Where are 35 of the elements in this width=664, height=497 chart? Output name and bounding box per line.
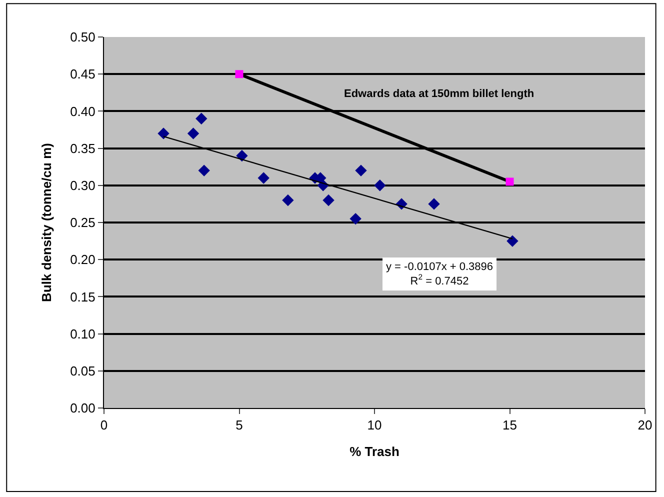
y-tick-label: 0.45	[70, 66, 96, 82]
y-tick-label: 0.25	[70, 215, 96, 230]
y-tick-label: 0.20	[70, 252, 96, 268]
annotation: y = -0.0107x + 0.3896 R$^{2}$ = 0.7452	[386, 261, 494, 288]
point	[187, 128, 200, 140]
point	[235, 70, 244, 78]
point	[506, 235, 518, 247]
point	[198, 164, 210, 176]
point	[506, 178, 514, 186]
point	[258, 172, 270, 184]
y-tick-label: 0.35	[70, 140, 96, 156]
point	[158, 128, 170, 140]
point	[355, 164, 367, 176]
point	[350, 212, 362, 225]
x-axis-title: % Trash	[350, 444, 400, 460]
y-tick-label: 0.10	[70, 326, 96, 342]
point	[236, 150, 248, 162]
point	[282, 194, 294, 206]
y-tick-label: 0.05	[70, 363, 96, 378]
point	[322, 194, 334, 206]
point	[374, 180, 386, 192]
y-axis-title: Bulk density (tonne/cu m)	[39, 143, 54, 302]
x-tick-label: 5	[236, 418, 243, 433]
y-tick-label: 0.00	[70, 400, 96, 416]
y-tick-label: 0.30	[70, 178, 96, 193]
y-tick-label: 0.15	[70, 289, 96, 304]
y-tick-label: 0.50	[70, 30, 96, 45]
x-tick-label: 10	[367, 418, 382, 433]
x-tick-label: 20	[638, 418, 652, 433]
point	[196, 112, 208, 124]
y-tick-label: 0.40	[70, 104, 96, 119]
point	[428, 198, 440, 210]
x-tick-label: 0	[100, 418, 108, 433]
x-tick-label: 15	[502, 418, 517, 433]
series-label: Edwards data at 150mm billet length	[344, 88, 534, 100]
